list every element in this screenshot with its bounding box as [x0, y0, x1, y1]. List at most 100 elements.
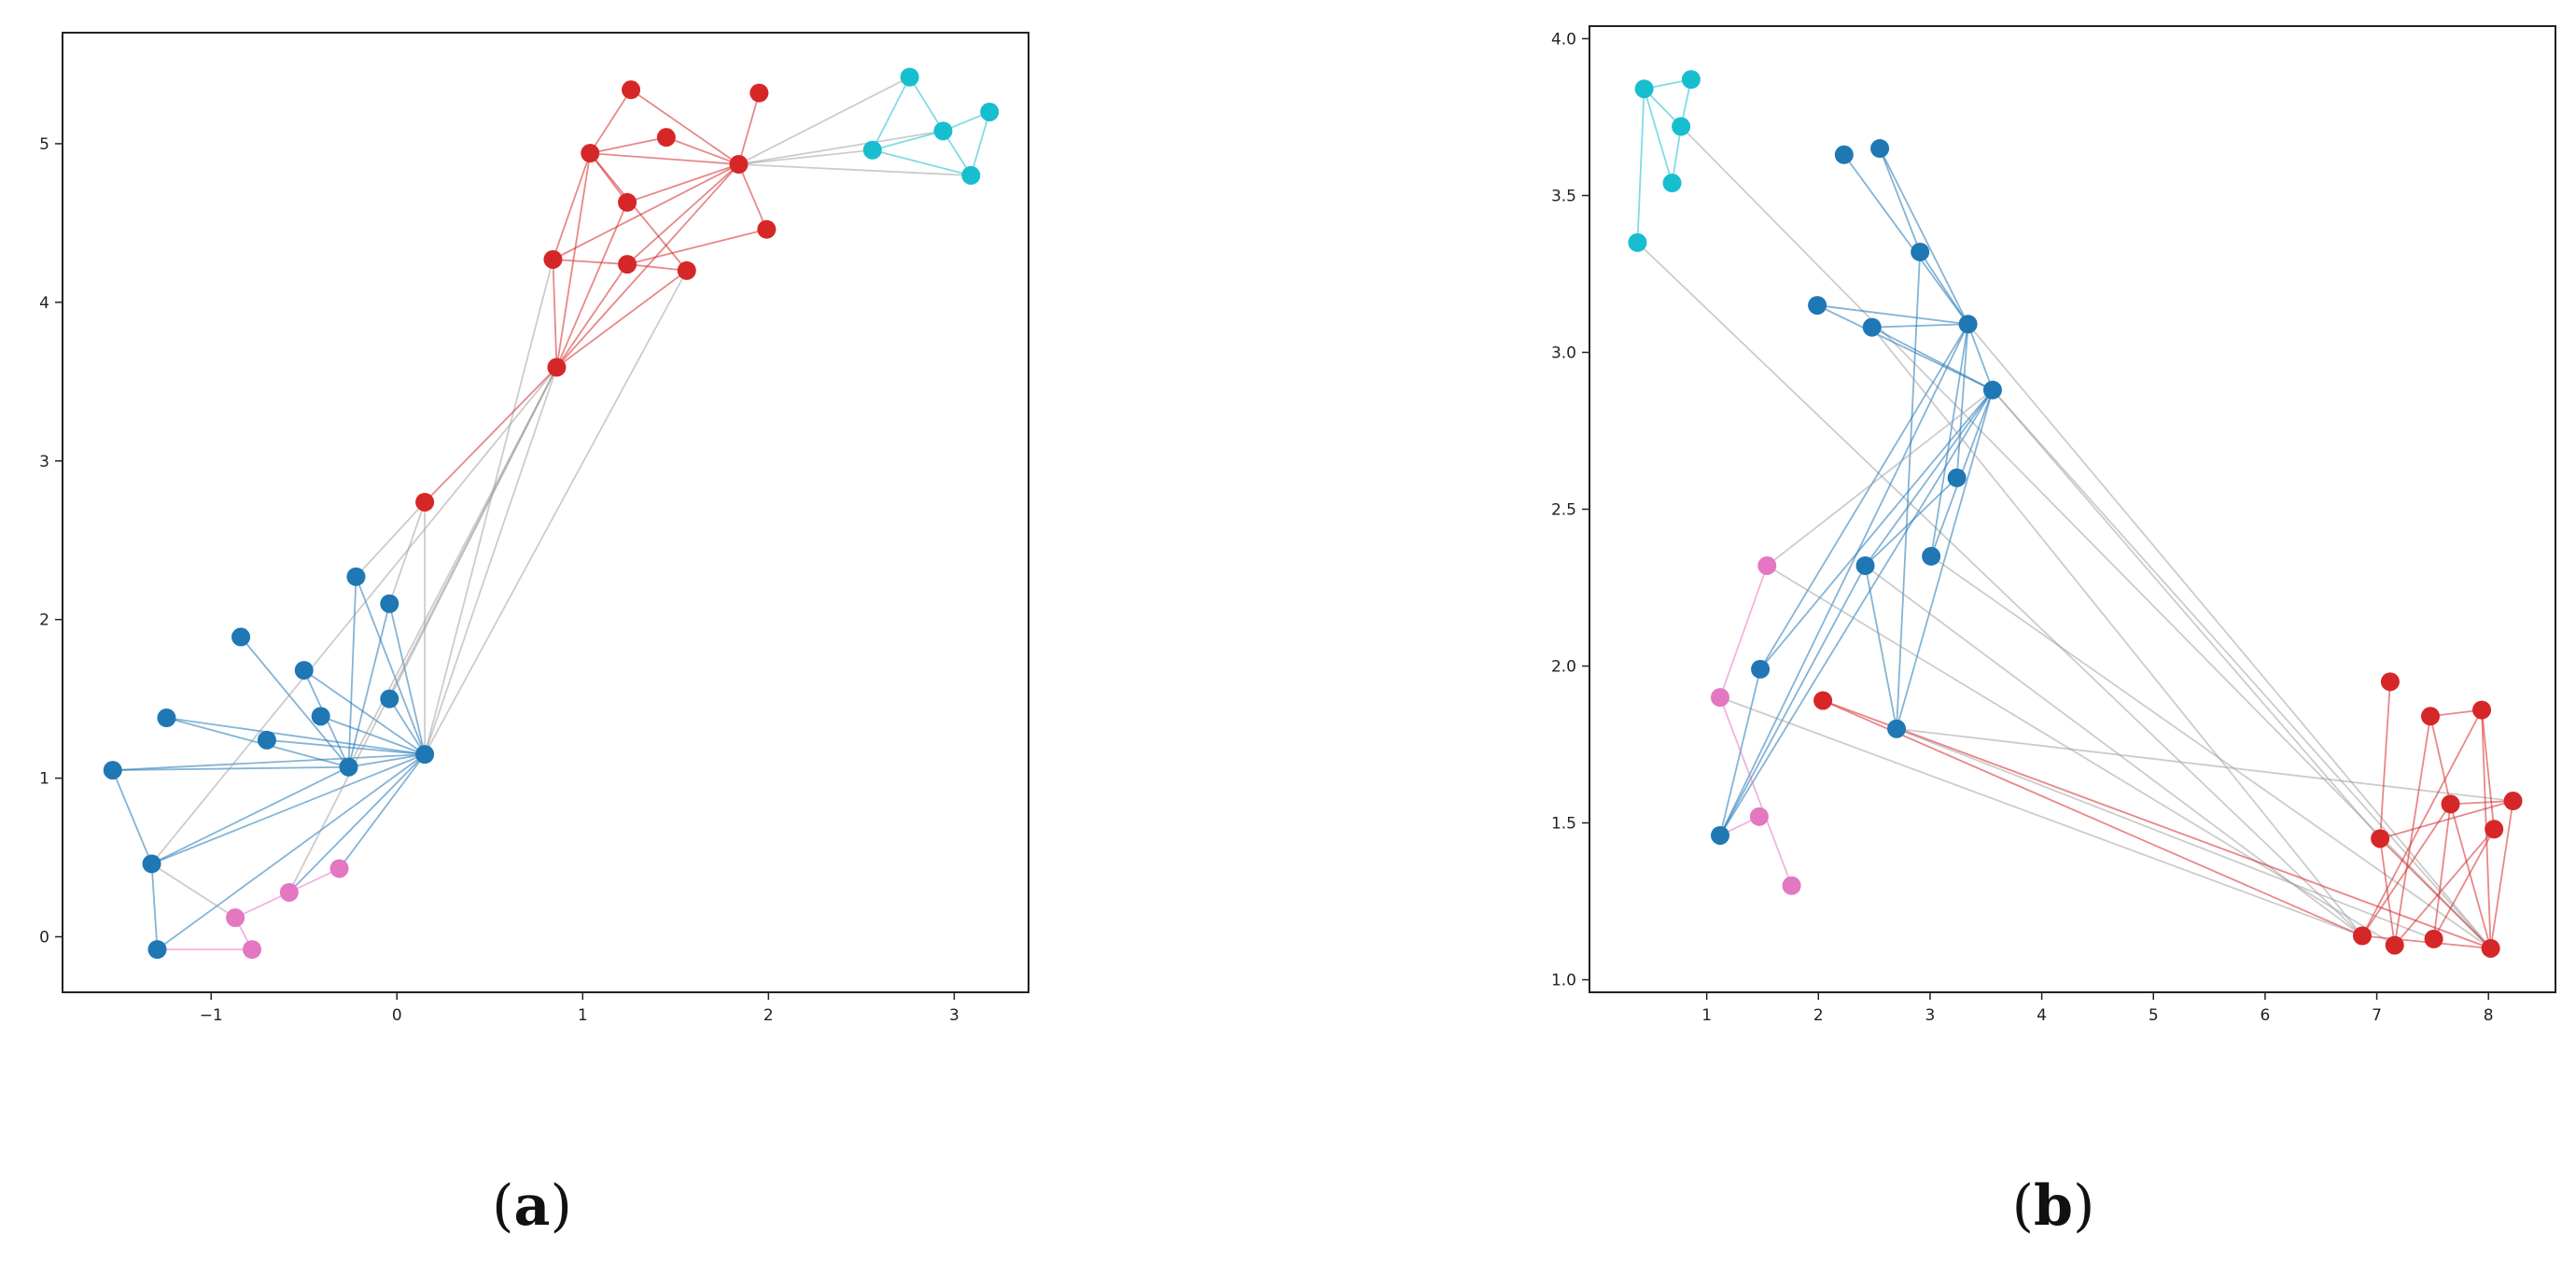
edge-r2-r5: [555, 270, 688, 369]
edge-r4-r12: [626, 228, 767, 265]
edge-b2-b8: [240, 636, 350, 768]
edge-b1-b2: [348, 753, 426, 768]
edge-b1-b11: [388, 698, 426, 755]
node-blue-b8: [231, 627, 251, 647]
y-tick-label: 2.0: [1551, 658, 1576, 677]
edge-c3-c5: [970, 111, 991, 176]
node-pink-p1: [1757, 555, 1777, 575]
node-cyan-c5: [1628, 232, 1647, 252]
node-blue-b2: [339, 757, 358, 777]
edge-b7-b9: [1864, 389, 1994, 567]
edge-b1-r5: [424, 270, 688, 755]
edge-b9-b13: [1719, 565, 1867, 836]
x-tick-label: 3: [1925, 1006, 1936, 1025]
panel-b-nodes: [1628, 70, 2523, 958]
edge-r4-r9: [2361, 709, 2483, 936]
y-tick-label: 3.5: [1551, 187, 1576, 205]
edge-b1-b7: [303, 669, 426, 755]
node-red-r2: [547, 358, 567, 377]
node-blue-b7: [294, 661, 314, 681]
edge-b1-b6: [320, 715, 426, 755]
edge-c1-c5: [1636, 89, 1645, 243]
edge-r7-r11: [2432, 828, 2495, 940]
node-pink-p3: [279, 882, 299, 902]
edge-b2-b10: [347, 603, 391, 767]
edge-c3-c4: [1671, 126, 1683, 184]
edge-b1-r2: [424, 367, 558, 755]
edge-b2-b12: [151, 765, 349, 865]
edge-c4-c5: [872, 148, 972, 176]
edge-r8-r12: [737, 163, 768, 231]
x-tick-label: 2: [763, 1006, 774, 1025]
edge-c1-c4: [1643, 88, 1673, 184]
panel-a-network-plot: −1 0 1 2 3 0 1 2 3 4 5: [39, 32, 1029, 1025]
edge-r6-r8: [2379, 800, 2513, 840]
node-blue-b2: [1870, 139, 1890, 159]
node-red-r1: [415, 492, 435, 512]
edge-r5-r11: [2432, 804, 2452, 939]
edge-b2-b9: [347, 576, 357, 767]
edge-b3-b12: [1896, 251, 1922, 729]
edge-r8-r10: [2379, 838, 2396, 946]
edge-p1-r10: [1766, 565, 2396, 947]
edge-r7-r9: [590, 136, 667, 155]
node-blue-b13: [1710, 825, 1729, 845]
node-cyan-c5: [961, 165, 981, 185]
node-blue-b10: [380, 594, 399, 613]
panel-a-caption-open: (: [492, 1173, 513, 1239]
edge-r5-r6: [2450, 800, 2513, 806]
node-blue-b3: [1911, 242, 1930, 261]
edge-b2-b4: [166, 717, 349, 768]
node-pink-p1: [226, 908, 245, 928]
node-blue-b6: [1958, 315, 1978, 334]
node-pink-p4: [329, 859, 349, 878]
panel-b-caption-open: (: [2012, 1173, 2034, 1239]
y-tick-label: 1.0: [1551, 972, 1576, 990]
x-tick-label: 0: [392, 1006, 402, 1025]
x-tick-label: 5: [2149, 1006, 2159, 1025]
node-blue-b6: [311, 707, 330, 726]
node-red-r7: [581, 144, 600, 163]
y-tick-label: 4: [39, 294, 49, 313]
edge-b1-r3: [424, 259, 554, 755]
edge-p4-b1: [338, 753, 426, 870]
node-cyan-c4: [862, 140, 882, 160]
node-pink-p2: [1710, 688, 1729, 708]
edge-p2-p1: [1719, 565, 1769, 698]
node-blue-b9: [1855, 555, 1875, 575]
edge-b6-b10: [1930, 324, 1969, 557]
edge-p1-b7: [1766, 389, 1994, 567]
edge-p2-r9: [1719, 696, 2363, 937]
edge-r7-r10: [2394, 828, 2495, 947]
edge-r8-c1: [738, 76, 911, 165]
panel-b-caption-letter: b: [2034, 1173, 2073, 1239]
edge-r8-c5: [738, 163, 972, 176]
panel-a-edges: [111, 76, 991, 951]
edge-b1-b3: [112, 753, 426, 772]
node-blue-b13: [147, 940, 167, 960]
node-cyan-c1: [1634, 79, 1654, 99]
edge-r2-r8: [2379, 681, 2391, 839]
edge-b1-b12: [151, 753, 426, 865]
edge-b7-r12: [1992, 389, 2492, 949]
x-tick-label: −1: [200, 1006, 223, 1025]
node-red-r11: [749, 83, 769, 103]
panel-a-y-axis: 0 1 2 3 4 5: [39, 135, 63, 947]
edge-b3-b12: [111, 769, 153, 864]
edge-c1-c2: [908, 77, 945, 132]
node-cyan-c2: [1681, 70, 1701, 90]
y-tick-label: 0: [39, 929, 49, 947]
edge-b12-r2: [150, 366, 558, 864]
edge-b7-b12: [1896, 389, 1994, 729]
node-pink-p2: [243, 940, 262, 960]
edge-b1-b10: [388, 603, 427, 755]
panel-b-edges: [1636, 78, 2514, 949]
node-red-r6: [2503, 792, 2523, 811]
panel-a-caption: (a): [492, 1173, 572, 1239]
node-red-r7: [2485, 820, 2504, 839]
node-red-r10: [622, 80, 641, 100]
y-tick-label: 5: [39, 135, 49, 154]
node-red-r12: [757, 219, 777, 239]
edge-b5-b6: [1871, 323, 1968, 329]
node-blue-b5: [1862, 317, 1882, 337]
